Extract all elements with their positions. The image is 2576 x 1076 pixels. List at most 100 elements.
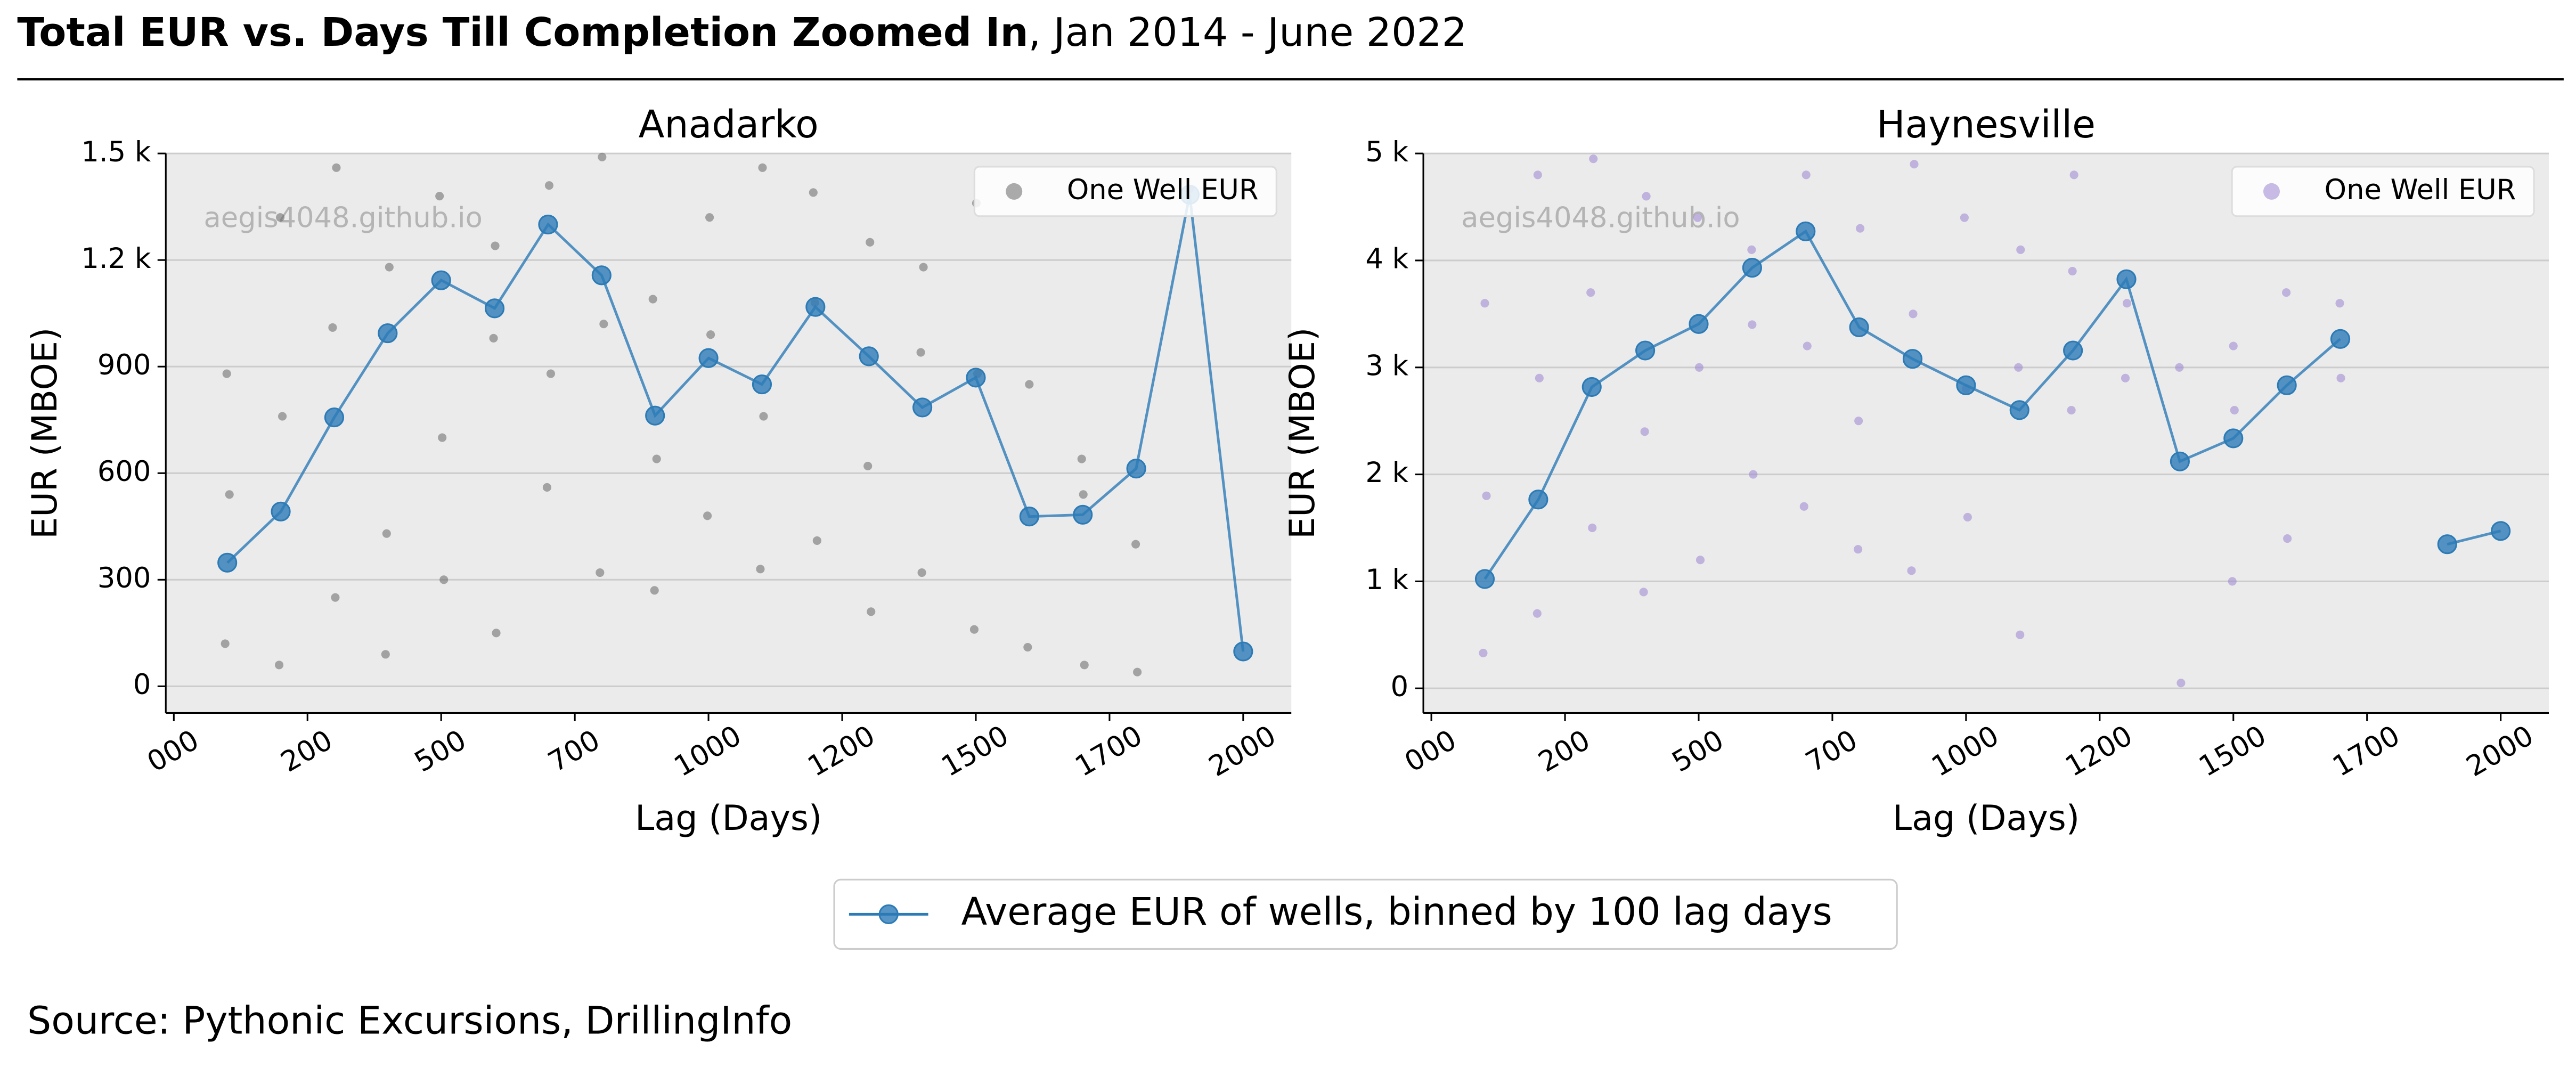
subplot-title: Haynesville (1877, 102, 2096, 146)
scatter-point (917, 568, 926, 577)
average-marker (591, 265, 612, 286)
x-tick-label: 2000 (2461, 719, 2539, 783)
x-tick-label: 1500 (2194, 719, 2272, 783)
shared-legend-marker (878, 904, 899, 924)
scatter-point (2229, 341, 2238, 350)
average-marker (912, 397, 933, 418)
shared-legend-label: Average EUR of wells, binned by 100 lag … (961, 890, 1832, 934)
scatter-point (705, 213, 714, 222)
scatter-point (598, 152, 607, 161)
scatter-point (332, 163, 341, 172)
average-marker (1126, 459, 1146, 479)
plot-area (1423, 153, 2549, 713)
y-tick-label: 900 (97, 349, 151, 381)
y-tick-label: 3 k (1365, 349, 1408, 382)
average-marker (2437, 534, 2457, 555)
average-marker (271, 501, 291, 521)
scatter-point (491, 241, 500, 250)
legend-marker (1006, 183, 1023, 200)
scatter-point (438, 433, 447, 442)
y-tick-label: 2 k (1365, 457, 1408, 489)
x-tick-label: 200 (275, 724, 338, 779)
watermark: aegis4048.github.io (204, 202, 483, 234)
scatter-point (1589, 154, 1598, 164)
source: Source: Pythonic Excursions, DrillingInf… (27, 998, 792, 1042)
scatter-point (2176, 679, 2186, 688)
scatter-point (1854, 545, 1863, 554)
scatter-point (1480, 299, 1489, 308)
average-marker (1796, 221, 1816, 241)
scatter-point (1748, 320, 1757, 329)
average-marker (859, 346, 879, 366)
plot-area (166, 153, 1292, 713)
scatter-point (2069, 170, 2078, 180)
scatter-point (1960, 213, 1969, 222)
y-tick-label: 1.5 k (81, 136, 151, 168)
scatter-point (812, 536, 821, 545)
scatter-point (546, 369, 556, 378)
legend-box (2231, 166, 2535, 217)
subplot: Anadarko aegis4048.github.io 0 300 600 900 1.2… (25, 102, 1292, 838)
y-tick-label: 0 (133, 669, 151, 701)
average-marker (2063, 340, 2083, 361)
scatter-point (1131, 540, 1140, 549)
average-marker (805, 297, 826, 317)
scatter-point (652, 454, 661, 463)
legend-box (973, 166, 1277, 217)
scatter-point (1079, 490, 1088, 499)
scatter-point (2016, 245, 2025, 254)
scatter-point (2016, 630, 2025, 639)
x-tick-label: 1000 (1926, 719, 2004, 783)
average-marker (2330, 329, 2351, 349)
scatter-point (1639, 588, 1648, 597)
scatter-point (1642, 192, 1651, 201)
x-tick-label: 2000 (1203, 719, 1282, 783)
scatter-point (1535, 373, 1544, 382)
average-marker (2116, 269, 2137, 289)
scatter-point (1588, 523, 1597, 533)
subtitle: , Jan 2014 - June 2022 (1029, 9, 1468, 55)
scatter-point (648, 295, 657, 304)
scatter-point (2282, 288, 2291, 297)
scatter-point (1640, 427, 1649, 436)
y-axis-label: EUR (MBOE) (25, 328, 65, 539)
legend-label: One Well EUR (2325, 174, 2516, 206)
average-marker (324, 407, 345, 428)
average-marker (2491, 521, 2511, 541)
scatter-point (1963, 512, 1972, 521)
average-marker (1474, 569, 1495, 589)
scatter-point (1695, 556, 1705, 565)
x-tick-label: 000 (142, 724, 205, 779)
scatter-point (2121, 373, 2130, 382)
scatter-point (489, 333, 498, 343)
scatter-point (439, 575, 449, 584)
scatter-point (278, 412, 287, 421)
y-tick-label: 1 k (1365, 564, 1408, 596)
scatter-point (1856, 224, 1865, 233)
x-tick-label: 200 (1533, 724, 1596, 779)
title: Total EUR vs. Days Till Completion Zoome… (17, 9, 1028, 55)
scatter-point (2335, 299, 2344, 308)
x-tick-label: 1700 (1070, 719, 1148, 783)
average-marker (1956, 375, 1976, 395)
average-marker (484, 298, 505, 319)
y-tick-label: 300 (97, 562, 151, 594)
scatter-point (544, 181, 554, 190)
scatter-point (706, 330, 715, 339)
average-marker (698, 348, 719, 368)
x-tick-label: 700 (1800, 724, 1863, 779)
scatter-point (1693, 213, 1702, 222)
x-tick-label: 1700 (2327, 719, 2406, 783)
average-marker (1902, 349, 1923, 369)
scatter-point (1909, 309, 1918, 319)
average-marker (2009, 400, 2029, 420)
scatter-point (492, 629, 501, 638)
scatter-point (385, 263, 394, 272)
x-tick-label: 1200 (802, 719, 881, 783)
scatter-point (435, 192, 444, 201)
scatter-point (381, 650, 390, 659)
scatter-point (222, 369, 231, 378)
average-marker (1528, 490, 1548, 510)
x-tick-label: 000 (1399, 724, 1462, 779)
